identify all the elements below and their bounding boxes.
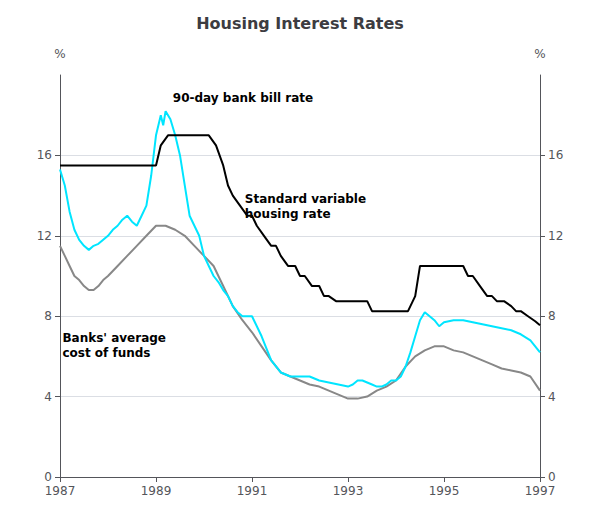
svg-text:0: 0: [44, 470, 52, 484]
svg-text:1993: 1993: [333, 484, 364, 498]
svg-text:1997: 1997: [525, 484, 556, 498]
svg-text:1991: 1991: [237, 484, 268, 498]
svg-text:12: 12: [548, 229, 563, 243]
svg-text:1989: 1989: [141, 484, 172, 498]
svg-text:Banks' average: Banks' average: [62, 331, 166, 345]
svg-text:16: 16: [548, 148, 563, 162]
svg-text:housing rate: housing rate: [245, 207, 331, 221]
svg-text:8: 8: [44, 309, 52, 323]
svg-text:12: 12: [37, 229, 52, 243]
svg-text:1995: 1995: [429, 484, 460, 498]
svg-text:8: 8: [548, 309, 556, 323]
svg-text:90-day bank bill rate: 90-day bank bill rate: [173, 91, 313, 105]
svg-text:16: 16: [37, 148, 52, 162]
svg-text:4: 4: [548, 390, 556, 404]
svg-text:Housing Interest Rates: Housing Interest Rates: [196, 14, 404, 33]
svg-text:%: %: [54, 47, 65, 61]
svg-text:Standard variable: Standard variable: [245, 192, 366, 206]
svg-text:0: 0: [548, 470, 556, 484]
svg-text:4: 4: [44, 390, 52, 404]
svg-text:%: %: [534, 47, 545, 61]
svg-text:1987: 1987: [45, 484, 76, 498]
svg-text:cost of funds: cost of funds: [62, 346, 150, 360]
